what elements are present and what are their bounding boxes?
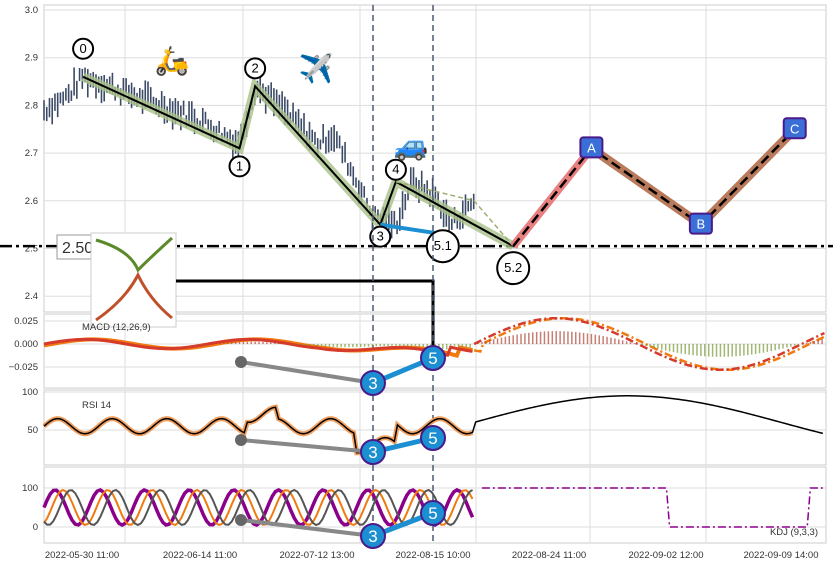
kdj-label: KDJ (9,3,3) xyxy=(770,527,818,538)
macd-line xyxy=(43,337,473,357)
x-tick-label: 2022-05-30 11:00 xyxy=(45,550,119,561)
scooter-icon: 🛵 xyxy=(155,45,190,77)
x-tick-label: 2022-08-24 11:00 xyxy=(512,550,586,561)
divergence-start-dot xyxy=(235,356,247,368)
divergence-marker xyxy=(360,439,386,465)
wave-label: 5.2 xyxy=(504,260,522,275)
y-tick-label: 2.7 xyxy=(25,148,38,159)
rsi-line xyxy=(43,395,824,454)
car-icon: 🚙 xyxy=(394,130,429,162)
y-tick-label: 2.8 xyxy=(25,100,38,111)
y-tick-label: 100 xyxy=(22,387,38,398)
y-tick-label: 0.025 xyxy=(14,316,38,327)
wave-label-circle xyxy=(384,158,407,181)
y-tick-label: −0.025 xyxy=(9,362,38,373)
wave-label-circle xyxy=(72,37,95,60)
projection-marker xyxy=(579,136,604,159)
projection-dashed xyxy=(512,128,796,247)
price-label: 2.50 xyxy=(62,240,93,257)
thumbnail-logo-mark xyxy=(95,271,173,322)
x-tick-label: 2022-08-15 10:00 xyxy=(395,550,470,561)
kdj-k-line xyxy=(43,488,474,527)
divergence-marker xyxy=(420,500,446,526)
wave-label: 1 xyxy=(236,158,243,173)
wave-label-circle xyxy=(425,229,460,264)
projection-marker xyxy=(782,117,807,140)
alt-wave-line xyxy=(395,180,514,247)
divergence-line-grey xyxy=(240,438,374,454)
wave-label: 5.1 xyxy=(434,238,452,253)
macd-signal-projection xyxy=(473,316,825,372)
divergence-label: 5 xyxy=(428,429,437,448)
rsi-label: RSI 14 xyxy=(82,400,111,411)
y-tick-label: 2.4 xyxy=(25,291,38,302)
projection-marker xyxy=(688,212,713,235)
divergence-start-dot xyxy=(235,434,247,446)
wave-label: 3 xyxy=(377,229,384,244)
divergence-marker xyxy=(360,370,386,396)
divergence-marker xyxy=(420,345,446,371)
wave-label: 0 xyxy=(79,41,86,56)
wave-label-circle xyxy=(244,57,267,80)
y-tick-label: 0.000 xyxy=(14,339,38,350)
kdj-projection xyxy=(481,487,823,528)
y-tick-label: 3.0 xyxy=(25,5,38,16)
y-tick-label: 2.5 xyxy=(25,244,38,255)
divergence-line-grey xyxy=(240,518,374,538)
wave-3-5-line xyxy=(379,222,444,237)
projection-label: B xyxy=(697,217,706,232)
divergence-label: 5 xyxy=(428,349,437,368)
wave-label-circle xyxy=(228,155,251,178)
divergence-line-grey xyxy=(240,360,374,385)
projection-label: A xyxy=(587,140,596,155)
x-tick-label: 2022-07-12 13:00 xyxy=(279,550,354,561)
x-tick-label: 2022-09-09 14:00 xyxy=(743,550,818,561)
macd-projection xyxy=(473,316,825,372)
divergence-label: 3 xyxy=(368,374,377,393)
x-tick-label: 2022-06-14 11:00 xyxy=(163,550,237,561)
wave-label: 4 xyxy=(392,162,399,177)
x-tick-label: 2022-09-02 12:00 xyxy=(628,550,703,561)
divergence-start-dot xyxy=(235,514,247,526)
divergence-label: 5 xyxy=(428,504,437,523)
wave-label-circle xyxy=(496,251,531,286)
wave-label: 2 xyxy=(252,60,259,75)
y-tick-label: 0 xyxy=(33,522,38,533)
divergence-label: 3 xyxy=(368,443,377,462)
divergence-marker xyxy=(360,523,386,549)
wave-label-circle xyxy=(369,225,392,248)
macd-label: MACD (12,26,9) xyxy=(82,322,151,333)
airplane-icon: ✈️ xyxy=(299,51,334,85)
y-tick-label: 2.9 xyxy=(25,53,38,64)
divergence-marker xyxy=(420,425,446,451)
wave-line xyxy=(82,75,514,247)
price-label-box xyxy=(56,234,98,260)
y-tick-label: 50 xyxy=(27,425,38,436)
y-tick-label: 2.6 xyxy=(25,196,38,207)
thumbnail-logo-mark xyxy=(95,236,174,273)
y-tick-label: 100 xyxy=(22,483,38,494)
divergence-label: 3 xyxy=(368,527,377,546)
projection-label: C xyxy=(790,121,799,136)
